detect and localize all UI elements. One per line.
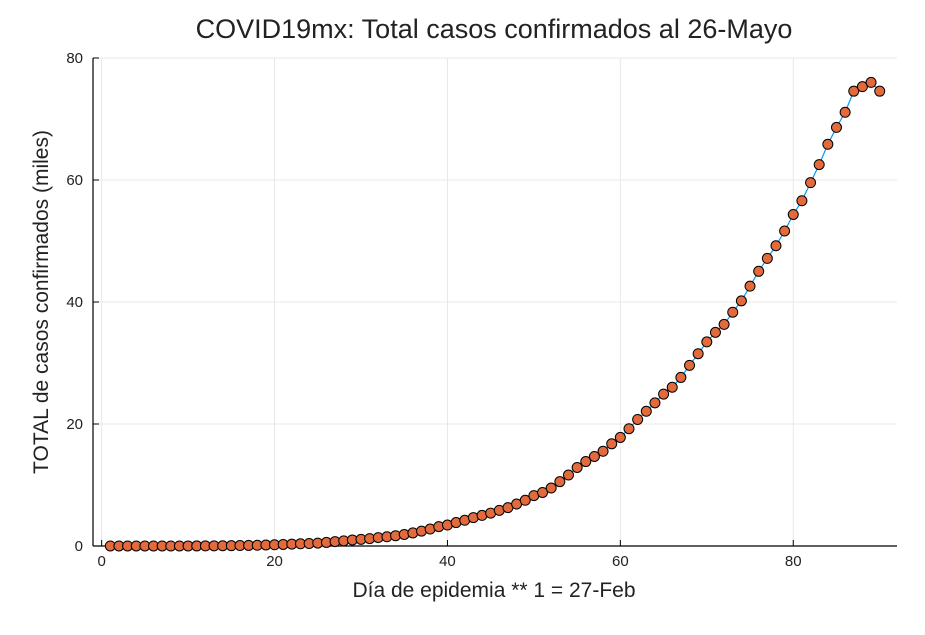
y-tick-label: 20: [66, 416, 83, 433]
data-point: [709, 326, 721, 338]
data-point: [562, 469, 574, 481]
x-tick-label: 80: [785, 553, 802, 570]
data-point: [796, 195, 808, 207]
plot-area: 0 20 40 60 80 0 20 40 60 80: [66, 50, 897, 570]
data-point: [597, 445, 609, 457]
y-tick-label: 80: [66, 50, 83, 67]
x-axis-label: Día de epidemia ** 1 = 27-Feb: [352, 579, 635, 602]
data-point: [822, 138, 834, 150]
data-point: [632, 413, 644, 425]
data-point: [770, 240, 782, 252]
data-point: [856, 81, 868, 93]
data-point: [554, 476, 566, 488]
data-point: [649, 397, 661, 409]
data-point: [787, 208, 799, 220]
data-point: [744, 280, 756, 292]
x-tick-label: 0: [97, 553, 105, 570]
data-point: [675, 371, 687, 383]
y-axis-label: TOTAL de casos confirmados (miles): [30, 130, 53, 474]
x-tick-label: 60: [612, 553, 629, 570]
data-point: [805, 177, 817, 189]
data-point: [623, 423, 635, 435]
data-point: [588, 450, 600, 462]
chart-title: COVID19mx: Total casos confirmados al 26…: [196, 14, 793, 44]
data-point: [640, 405, 652, 417]
data-point: [537, 486, 549, 498]
data-point: [701, 336, 713, 348]
data-point: [692, 348, 704, 360]
data-point: [874, 85, 886, 97]
data-point: [606, 438, 618, 450]
data-point: [519, 494, 531, 506]
data-point: [735, 295, 747, 307]
data-point: [571, 461, 583, 473]
data-point: [727, 306, 739, 318]
data-point: [865, 76, 877, 88]
data-point: [666, 381, 678, 393]
data-point: [753, 265, 765, 277]
data-point: [813, 159, 825, 171]
x-tick-label: 20: [266, 553, 283, 570]
data-point: [684, 359, 696, 371]
data-point: [761, 252, 773, 264]
y-tick-label: 40: [66, 294, 83, 311]
data-point: [580, 456, 592, 468]
data-point: [830, 121, 842, 133]
data-point: [718, 318, 730, 330]
data-point: [839, 106, 851, 118]
series-line: [110, 81, 881, 547]
y-tick-label: 0: [75, 538, 83, 555]
data-point: [614, 431, 626, 443]
x-tick-label: 40: [439, 553, 456, 570]
y-tick-label: 60: [66, 172, 83, 189]
data-point: [848, 85, 860, 97]
data-point: [658, 388, 670, 400]
data-point: [779, 225, 791, 237]
data-point: [545, 482, 557, 494]
